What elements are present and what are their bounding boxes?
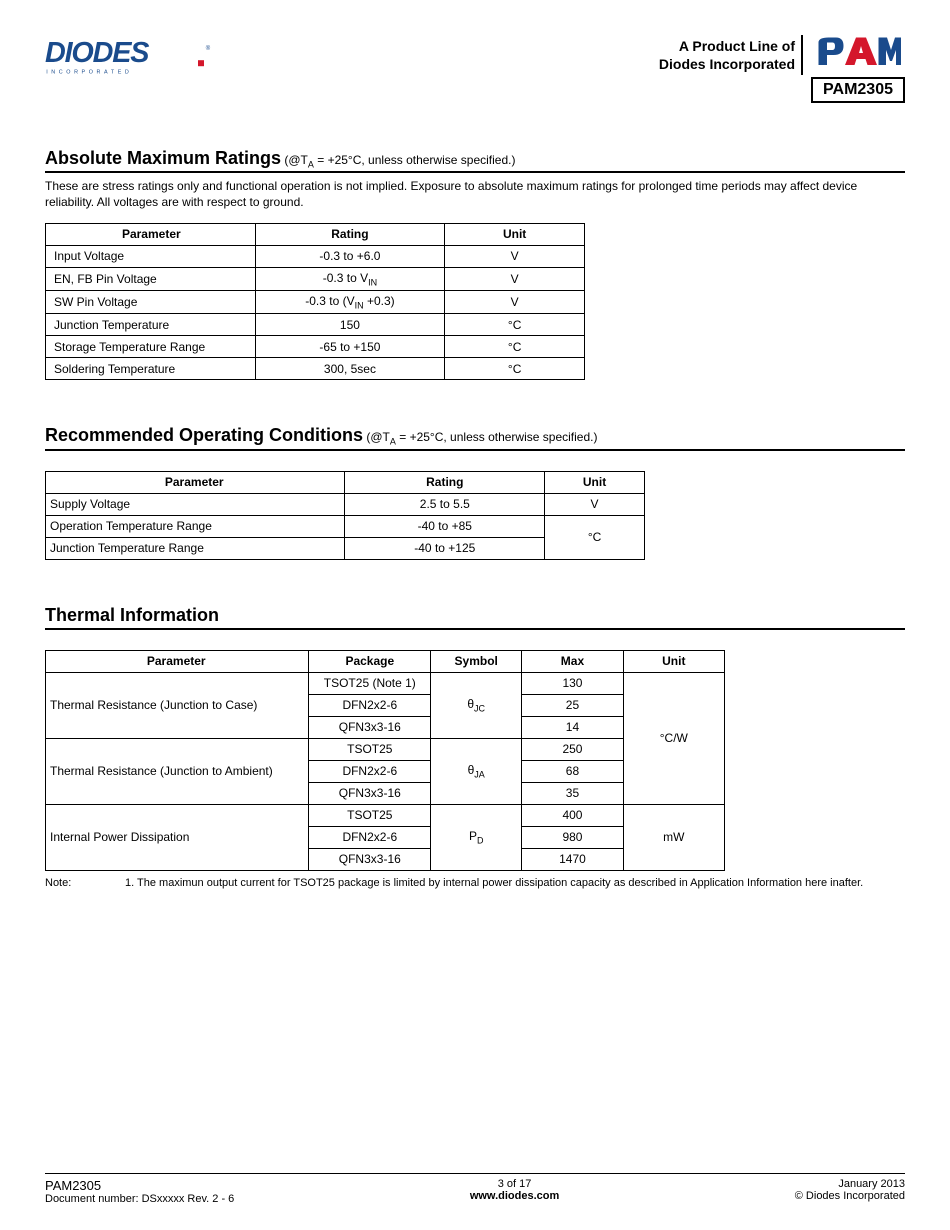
th-package: Package [309, 650, 431, 672]
th-unit: Unit [445, 223, 585, 245]
footer-date: January 2013 [795, 1178, 905, 1190]
table-row: EN, FB Pin Voltage-0.3 to VINV [46, 267, 585, 290]
title-abs: Absolute Maximum Ratings [45, 148, 281, 168]
note-label: Note: [45, 877, 85, 889]
footer-right: January 2013 © Diodes Incorporated [795, 1178, 905, 1205]
cond-abs: (@TA = +25°C, unless otherwise specified… [281, 153, 515, 167]
th-max: Max [522, 650, 623, 672]
product-line-1: A Product Line of [659, 37, 795, 55]
th-rating: Rating [345, 471, 545, 493]
svg-text:®: ® [206, 45, 211, 52]
diodes-logo: DIODES INCORPORATED ® [45, 35, 225, 88]
footer-docnum: Document number: DSxxxxx Rev. 2 - 6 [45, 1193, 234, 1205]
th-unit: Unit [545, 471, 645, 493]
table-row: Thermal Resistance (Junction to Case) TS… [46, 672, 725, 694]
svg-text:INCORPORATED: INCORPORATED [46, 69, 132, 75]
title-thermal: Thermal Information [45, 605, 219, 625]
table-thermal: Parameter Package Symbol Max Unit Therma… [45, 650, 725, 871]
footer-mid: 3 of 17 www.diodes.com [470, 1178, 559, 1205]
table-rec-op: Parameter Rating Unit Supply Voltage2.5 … [45, 471, 645, 560]
part-number-box: PAM2305 [811, 77, 905, 103]
footer-page: 3 of 17 [470, 1178, 559, 1190]
section-rec-op: Recommended Operating Conditions (@TA = … [45, 425, 905, 559]
section-title-thermal: Thermal Information [45, 605, 905, 630]
section-abs-max: Absolute Maximum Ratings (@TA = +25°C, u… [45, 148, 905, 380]
footer-url: www.diodes.com [470, 1190, 559, 1202]
footer-left: PAM2305 Document number: DSxxxxx Rev. 2 … [45, 1178, 234, 1205]
page-footer: PAM2305 Document number: DSxxxxx Rev. 2 … [45, 1173, 905, 1205]
svg-text:DIODES: DIODES [45, 37, 149, 69]
table-header-row: Parameter Package Symbol Max Unit [46, 650, 725, 672]
table-abs-max: Parameter Rating Unit Input Voltage-0.3 … [45, 223, 585, 381]
th-unit: Unit [623, 650, 724, 672]
thermal-note: Note: 1. The maximun output current for … [45, 877, 905, 889]
note-text: 1. The maximun output current for TSOT25… [125, 877, 905, 889]
cond-rec: (@TA = +25°C, unless otherwise specified… [363, 430, 597, 444]
table-row: Operation Temperature Range-40 to +85°C [46, 515, 645, 537]
th-symbol: Symbol [431, 650, 522, 672]
table-row: Supply Voltage2.5 to 5.5V [46, 493, 645, 515]
footer-part: PAM2305 [45, 1178, 234, 1193]
table-row: Soldering Temperature300, 5sec°C [46, 358, 585, 380]
th-parameter: Parameter [46, 223, 256, 245]
page-header: DIODES INCORPORATED ® A Product Line of … [45, 35, 905, 103]
table-row: Storage Temperature Range-65 to +150°C [46, 336, 585, 358]
product-line-2: Diodes Incorporated [659, 55, 795, 73]
table-row: Thermal Resistance (Junction to Ambient)… [46, 738, 725, 760]
title-rec: Recommended Operating Conditions [45, 425, 363, 445]
footer-copyright: © Diodes Incorporated [795, 1190, 905, 1202]
table-row: Junction Temperature150°C [46, 314, 585, 336]
section-title-abs: Absolute Maximum Ratings (@TA = +25°C, u… [45, 148, 905, 173]
th-rating: Rating [255, 223, 445, 245]
pam-logo [816, 35, 901, 73]
table-header-row: Parameter Rating Unit [46, 471, 645, 493]
table-row: Internal Power Dissipation TSOT25 PD 400… [46, 804, 725, 826]
section-thermal: Thermal Information Parameter Package Sy… [45, 605, 905, 889]
table-header-row: Parameter Rating Unit [46, 223, 585, 245]
th-parameter: Parameter [46, 471, 345, 493]
section-title-rec: Recommended Operating Conditions (@TA = … [45, 425, 905, 450]
intro-abs: These are stress ratings only and functi… [45, 179, 905, 210]
th-parameter: Parameter [46, 650, 309, 672]
product-line-text: A Product Line of Diodes Incorporated [659, 35, 803, 75]
table-row: SW Pin Voltage-0.3 to (VIN +0.3)V [46, 290, 585, 313]
table-row: Input Voltage-0.3 to +6.0V [46, 245, 585, 267]
